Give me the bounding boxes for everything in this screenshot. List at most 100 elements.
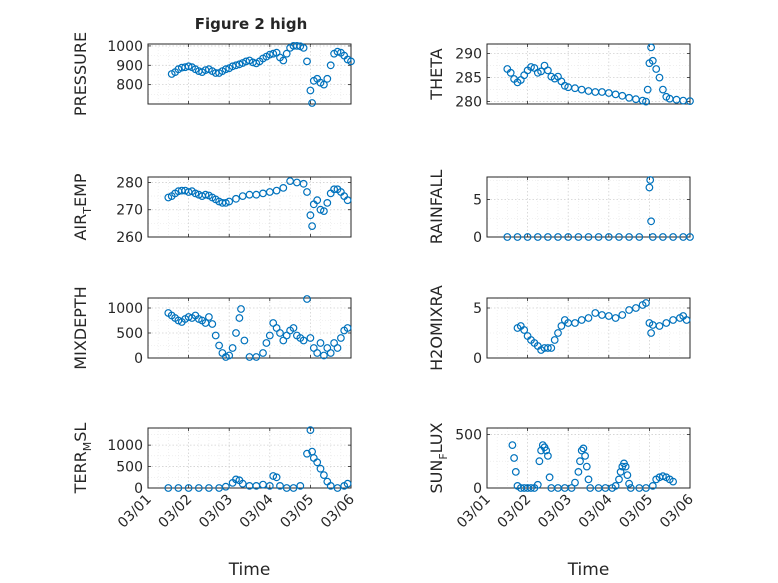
data-point: [296, 482, 305, 490]
data-point: [303, 449, 311, 458]
data-point: [626, 484, 635, 492]
data-point: [289, 484, 298, 492]
y-tick-label: 1000: [107, 438, 143, 454]
data-point: [557, 322, 566, 330]
data-point: [579, 444, 588, 453]
y-axis-label: SUNFLUX: [427, 422, 450, 493]
data-point: [582, 462, 591, 471]
data-point: [659, 85, 667, 94]
data-point: [646, 176, 655, 184]
y-tick-label: 500: [116, 326, 143, 342]
data-point: [642, 299, 650, 307]
data-point: [538, 441, 547, 450]
data-point: [269, 49, 278, 58]
data-point: [544, 66, 552, 75]
data-point: [272, 186, 281, 195]
data-point: [577, 446, 586, 455]
data-point: [293, 42, 301, 50]
data-point: [625, 479, 633, 488]
data-point: [320, 80, 328, 89]
axes-frame: [486, 176, 691, 238]
data-point: [299, 336, 308, 345]
data-point: [279, 183, 288, 192]
data-point: [269, 472, 278, 480]
data-point: [174, 484, 183, 492]
data-point: [313, 458, 322, 467]
subplot-0: 800 900 1000 PRESSURE: [71, 32, 355, 116]
data-point: [326, 61, 335, 70]
data-point: [535, 457, 544, 466]
y-tick-label: 285: [455, 71, 482, 87]
data-point: [320, 351, 328, 360]
data-point: [313, 349, 322, 357]
data-point: [326, 482, 335, 490]
data-point: [333, 47, 342, 56]
axes-frame: [147, 427, 352, 489]
data-point: [647, 217, 655, 226]
subplot-5: 0 5 H2OMIXRA: [427, 285, 691, 371]
data-point: [511, 468, 520, 476]
data-point: [591, 309, 600, 317]
y-tick-label: 1000: [107, 301, 143, 317]
data-point: [586, 484, 595, 492]
data-point: [191, 189, 200, 198]
data-point: [194, 484, 203, 492]
data-point: [625, 306, 633, 314]
axes-frame: [147, 43, 352, 105]
data-point: [337, 334, 345, 342]
data-point: [306, 334, 315, 342]
data-point: [299, 44, 308, 52]
data-point: [228, 62, 237, 71]
data-point: [616, 468, 625, 476]
data-point: [611, 482, 620, 490]
data-point: [303, 188, 311, 196]
y-tick-label: 280: [455, 95, 482, 111]
data-point: [306, 426, 315, 435]
data-point: [308, 99, 317, 107]
data-point: [547, 344, 556, 352]
data-point: [648, 482, 657, 490]
data-point: [333, 484, 342, 492]
data-point: [343, 196, 352, 205]
data-point: [232, 194, 240, 203]
data-point: [503, 233, 512, 241]
data-point: [238, 479, 247, 488]
data-point: [533, 480, 542, 489]
data-point: [523, 233, 532, 241]
y-tick-label: 500: [455, 427, 482, 443]
data-point: [228, 344, 237, 352]
data-point: [584, 233, 593, 241]
data-point: [225, 351, 234, 360]
data-point: [265, 482, 274, 490]
x-axis-label: Time: [228, 560, 271, 580]
data-point: [303, 57, 311, 66]
y-axis-label: H2OMIXRA: [427, 285, 446, 371]
subplot-1: 280 285 290 THETA: [427, 43, 694, 111]
subplot-3: 0 5 RAINFALL: [427, 170, 694, 246]
data-point: [545, 473, 554, 482]
data-point: [618, 311, 627, 319]
data-point: [320, 471, 328, 480]
data-point: [625, 233, 633, 241]
data-point: [184, 62, 193, 71]
data-point: [659, 233, 667, 241]
data-point: [567, 484, 576, 492]
data-point: [635, 233, 644, 241]
data-point: [259, 349, 267, 357]
data-point: [686, 97, 694, 105]
y-axis-label: THETA: [427, 48, 446, 100]
data-point: [262, 339, 271, 347]
data-point: [316, 464, 325, 473]
data-point: [221, 482, 230, 491]
data-point: [513, 233, 522, 241]
data-point: [642, 97, 650, 106]
data-point: [326, 349, 335, 357]
y-axis-label: TERRMSL: [71, 423, 94, 495]
data-point: [647, 43, 655, 52]
data-point: [647, 329, 655, 337]
y-axis-label: MIXDEPTH: [71, 286, 90, 369]
data-point: [564, 233, 573, 241]
data-point: [276, 482, 284, 490]
data-point: [240, 336, 249, 345]
data-point: [642, 484, 650, 492]
